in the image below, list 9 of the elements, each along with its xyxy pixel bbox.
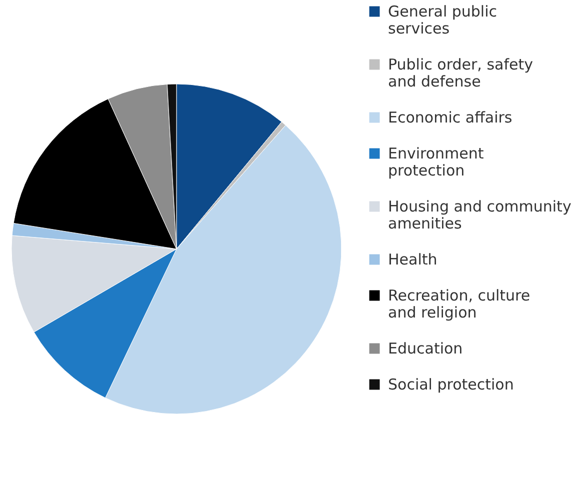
legend-label: Environment protection bbox=[388, 144, 484, 180]
legend-label: Recreation, culture and religion bbox=[388, 286, 530, 322]
legend-label: Housing and community amenities bbox=[388, 198, 572, 232]
legend-label: Social protection bbox=[388, 376, 514, 394]
legend-label: Economic affairs bbox=[388, 108, 512, 126]
legend-label: General public services bbox=[388, 2, 498, 38]
legend-label: Education bbox=[388, 340, 463, 358]
legend-label: Health bbox=[388, 250, 438, 268]
legend-label: Public order, safety and defense bbox=[388, 56, 534, 90]
